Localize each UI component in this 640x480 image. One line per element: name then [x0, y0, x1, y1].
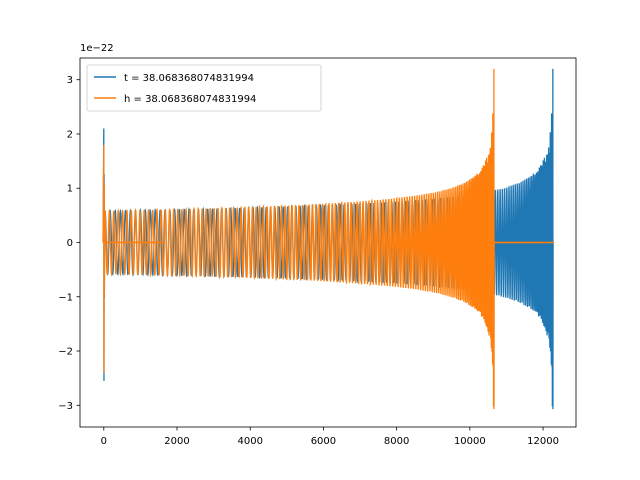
x-tick-label: 6000: [311, 436, 336, 447]
y-tick-label: 1: [67, 184, 73, 195]
y-tick-label: 0: [67, 238, 73, 249]
series-h-line: [102, 68, 555, 410]
legend: t = 38.068368074831994 h = 38.0683680748…: [86, 64, 322, 112]
legend-label-h: h = 38.068368074831994: [124, 94, 256, 105]
y-offset-label: 1e−22: [80, 43, 114, 54]
x-tick-label: 12000: [527, 436, 559, 447]
y-tick-label: −3: [58, 401, 73, 412]
y-tick-label: −2: [58, 347, 73, 358]
y-axis: −3 −2 −1 0 1 2 3: [58, 75, 80, 412]
x-tick-label: 2000: [164, 436, 189, 447]
legend-box: [86, 64, 322, 112]
x-tick-label: 0: [101, 436, 107, 447]
y-tick-label: 2: [67, 129, 73, 140]
series-layer: [102, 68, 555, 410]
x-tick-label: 10000: [454, 436, 486, 447]
y-tick-label: −1: [58, 292, 73, 303]
y-tick-label: 3: [67, 75, 73, 86]
x-tick-label: 8000: [384, 436, 409, 447]
x-tick-label: 4000: [237, 436, 262, 447]
legend-label-t: t = 38.068368074831994: [124, 73, 254, 84]
x-axis: 0 2000 4000 6000 8000 10000 12000: [101, 427, 559, 447]
